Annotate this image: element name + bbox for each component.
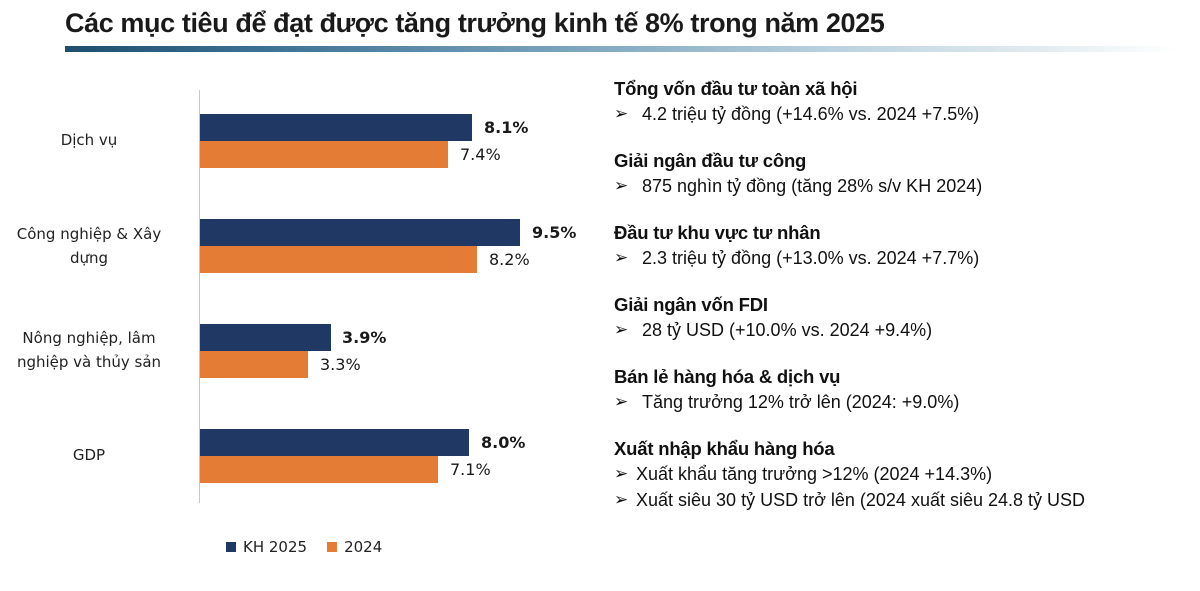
legend-item-2024: 2024 xyxy=(327,538,382,556)
list-item: ➢ 4.2 triệu tỷ đồng (+14.6% vs. 2024 +7.… xyxy=(614,101,1200,127)
bar-industry-2024 xyxy=(200,246,477,273)
list-item: ➢ 2.3 triệu tỷ đồng (+13.0% vs. 2024 +7.… xyxy=(614,245,1200,271)
bar-gdp-kh2025 xyxy=(200,429,469,456)
value-industry-2024: 8.2% xyxy=(489,250,530,269)
list-item: ➢ Xuất siêu 30 tỷ USD trở lên (2024 xuất… xyxy=(614,487,1200,513)
value-services-2024: 7.4% xyxy=(460,145,501,164)
arrowhead-bullet-icon: ➢ xyxy=(614,248,629,267)
arrowhead-bullet-icon: ➢ xyxy=(614,320,629,339)
category-axis-line xyxy=(199,90,200,503)
target-total-investment: Tổng vốn đầu tư toàn xã hội ➢ 4.2 triệu … xyxy=(614,76,1200,127)
category-label-services: Dịch vụ xyxy=(60,131,118,149)
target-trade: Xuất nhập khẩu hàng hóa ➢ Xuất khẩu tăng… xyxy=(614,436,1200,513)
bar-gdp-2024 xyxy=(200,456,438,483)
category-label-agriculture: Nông nghiệp, lâm nghiệp và thủy sản xyxy=(16,329,162,371)
legend-swatch-2024 xyxy=(327,542,338,552)
title-underline xyxy=(65,46,1175,52)
arrowhead-bullet-icon: ➢ xyxy=(614,392,629,411)
category-label-industry-construction: Công nghiệp & Xây dựng xyxy=(16,225,162,267)
list-item: ➢ 28 tỷ USD (+10.0% vs. 2024 +9.4%) xyxy=(614,317,1200,343)
value-gdp-2024: 7.1% xyxy=(450,460,491,479)
target-public-investment: Giải ngân đầu tư công ➢ 875 nghìn tỷ đồn… xyxy=(614,148,1200,199)
targets-panel: Tổng vốn đầu tư toàn xã hội ➢ 4.2 triệu … xyxy=(614,76,1200,534)
value-gdp-kh2025: 8.0% xyxy=(481,433,526,452)
bar-agriculture-2024 xyxy=(200,351,308,378)
value-agriculture-2024: 3.3% xyxy=(320,355,361,374)
list-item: ➢ Tăng trưởng 12% trở lên (2024: +9.0%) xyxy=(614,389,1200,415)
arrowhead-bullet-icon: ➢ xyxy=(614,176,629,195)
target-fdi: Giải ngân vốn FDI ➢ 28 tỷ USD (+10.0% vs… xyxy=(614,292,1200,343)
legend-item-kh2025: KH 2025 xyxy=(226,538,307,556)
bar-industry-kh2025 xyxy=(200,219,520,246)
legend-swatch-kh2025 xyxy=(226,542,236,552)
value-agriculture-kh2025: 3.9% xyxy=(342,328,387,347)
bar-agriculture-kh2025 xyxy=(200,324,331,351)
arrowhead-bullet-icon: ➢ xyxy=(614,104,629,123)
growth-bar-chart: Dịch vụ 8.1% 7.4% Công nghiệp & Xây dựng… xyxy=(0,80,600,580)
list-item: ➢ 875 nghìn tỷ đồng (tăng 28% s/v KH 202… xyxy=(614,173,1200,199)
list-item: ➢ Xuất khẩu tăng trưởng >12% (2024 +14.3… xyxy=(614,461,1200,487)
arrowhead-bullet-icon: ➢ xyxy=(614,464,629,483)
target-retail: Bán lẻ hàng hóa & dịch vụ ➢ Tăng trưởng … xyxy=(614,364,1200,415)
bar-services-kh2025 xyxy=(200,114,472,141)
arrowhead-bullet-icon: ➢ xyxy=(614,490,629,509)
chart-legend: KH 2025 2024 xyxy=(226,538,402,556)
target-private-investment: Đầu tư khu vực tư nhân ➢ 2.3 triệu tỷ đồ… xyxy=(614,220,1200,271)
category-label-gdp: GDP xyxy=(72,446,106,464)
value-industry-kh2025: 9.5% xyxy=(532,223,577,242)
value-services-kh2025: 8.1% xyxy=(484,118,529,137)
bar-services-2024 xyxy=(200,141,448,168)
page-title: Các mục tiêu để đạt được tăng trưởng kin… xyxy=(65,8,885,38)
